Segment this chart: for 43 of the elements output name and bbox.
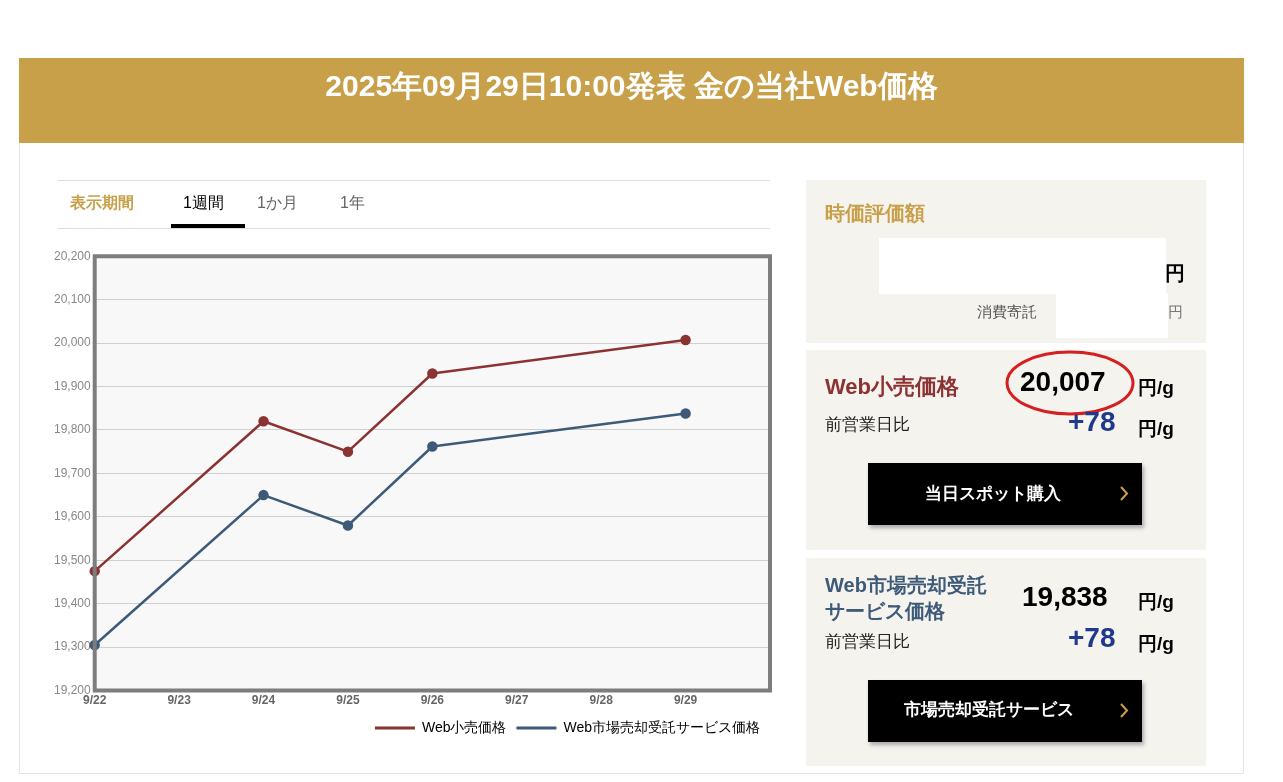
x-tick-label: 9/26 <box>420 693 445 708</box>
text: 当日スポット購入 <box>925 483 1061 505</box>
text: 19,838 <box>1022 581 1108 613</box>
y-tick-label: 19,900 <box>54 378 92 393</box>
text: 市場売却受託サービス <box>904 699 1074 721</box>
text: 表示期間 <box>70 193 134 213</box>
text: 円/g <box>1138 632 1174 656</box>
y-tick-label: 20,100 <box>54 291 92 306</box>
text: 円/g <box>1138 376 1174 400</box>
y-tick-label: 19,500 <box>54 552 92 567</box>
y-tick-label: 20,000 <box>54 335 92 350</box>
text: 円 <box>1168 303 1183 322</box>
legend-label: Web小売価格 <box>421 718 507 735</box>
text: Web小売価格 <box>825 373 960 401</box>
text: 円/g <box>1138 417 1174 441</box>
text: +78 <box>1068 622 1116 654</box>
y-tick-label: 19,700 <box>54 465 92 480</box>
text: 前営業日比 <box>825 631 910 653</box>
text: 1か月 <box>257 193 298 213</box>
x-tick-label: 9/28 <box>589 693 614 708</box>
text: 円 <box>1165 261 1185 286</box>
text: 1年 <box>340 193 365 213</box>
y-tick-label: 19,600 <box>54 509 92 524</box>
text: 20,007 <box>1020 366 1106 398</box>
text: +78 <box>1068 406 1116 438</box>
text: 時価評価額 <box>825 201 925 226</box>
x-tick-label: 9/25 <box>336 693 360 708</box>
x-tick-label: 9/22 <box>83 693 107 708</box>
x-tick-label: 9/24 <box>251 693 276 708</box>
text: Web市場売却受託サービス価格 <box>825 573 988 624</box>
y-tick-label: 19,400 <box>54 596 92 611</box>
x-tick-label: 9/29 <box>673 693 698 708</box>
y-tick-label: 20,200 <box>54 248 92 263</box>
legend-label: Web市場売却受託サービス価格 <box>563 718 761 735</box>
x-tick-label: 9/23 <box>167 693 192 708</box>
y-tick-label: 19,300 <box>54 639 92 654</box>
chart-title: 2025年09月29日10:00発表 金の当社Web価格 <box>324 68 939 104</box>
y-tick-label: 19,800 <box>54 422 92 437</box>
text: 消費寄託 <box>977 303 1037 322</box>
text: 1週間 <box>183 193 224 213</box>
x-tick-label: 9/27 <box>505 693 529 708</box>
text: 前営業日比 <box>825 414 910 436</box>
text: 円/g <box>1138 590 1174 614</box>
